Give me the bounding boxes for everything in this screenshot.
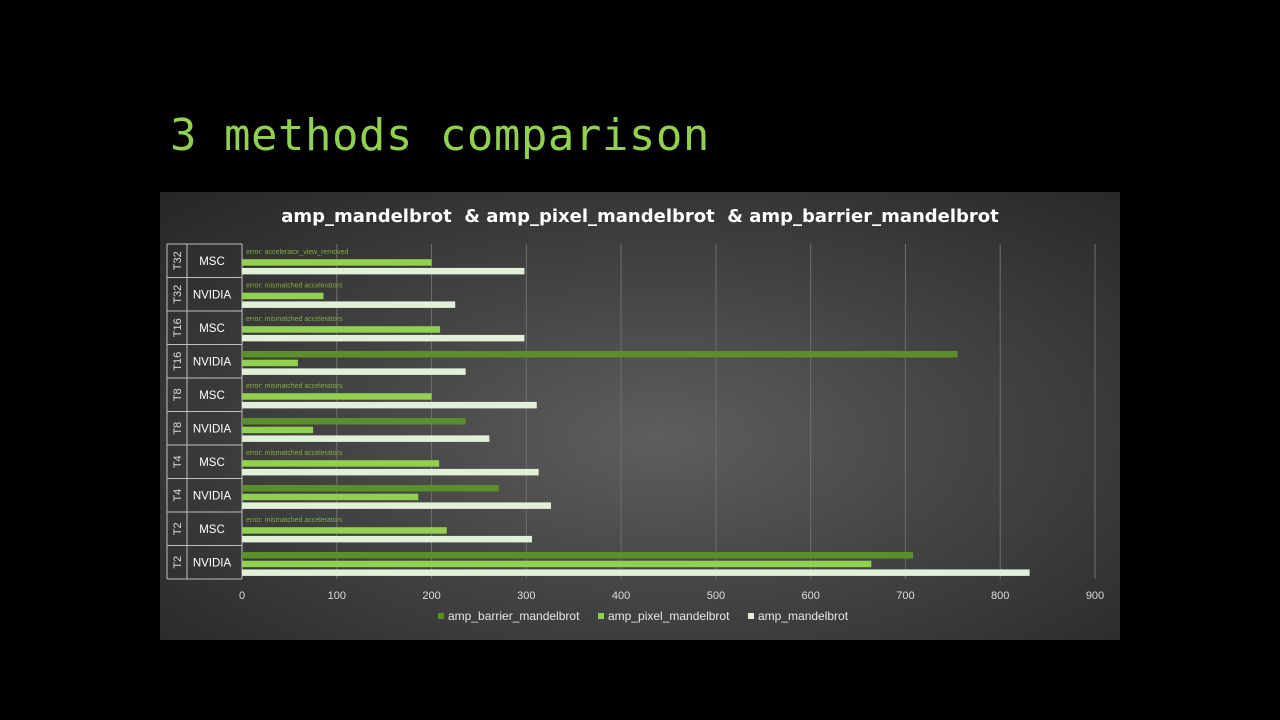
x-tick-label: 700 <box>896 590 914 602</box>
x-tick-label: 200 <box>422 590 440 602</box>
error-annotation: error: mismatched accelerators <box>246 450 343 457</box>
group-label: T8 <box>172 388 184 401</box>
bar-amp-mandelbrot <box>242 301 456 308</box>
error-annotation: error: mismatched accelerators <box>246 283 343 290</box>
bar-amp-pixel-mandelbrot <box>242 527 447 534</box>
category-label: MSC <box>199 457 225 469</box>
group-label: T8 <box>172 422 184 435</box>
error-annotation: error: mismatched accelerators <box>246 316 343 323</box>
bar-amp-mandelbrot <box>242 368 466 375</box>
x-tick-label: 100 <box>328 590 346 602</box>
legend-label: amp_barrier_mandelbrot <box>448 609 580 623</box>
category-label: MSC <box>199 524 225 536</box>
legend-label: amp_mandelbrot <box>758 609 849 623</box>
bar-amp-mandelbrot <box>242 468 539 476</box>
bar-amp-pixel-mandelbrot <box>242 493 419 501</box>
legend-swatch <box>748 613 754 619</box>
group-label: T16 <box>172 352 184 371</box>
category-label: MSC <box>199 390 225 402</box>
x-tick-label: 0 <box>239 590 245 602</box>
error-annotation: error: mismatched accelerators <box>246 383 343 390</box>
x-tick-label: 900 <box>1086 590 1104 602</box>
bar-amp-mandelbrot <box>242 334 525 342</box>
bar-amp-mandelbrot <box>242 401 537 409</box>
chart-title: amp_mandelbrot & amp_pixel_mandelbrot & … <box>281 206 999 227</box>
bar-amp-barrier-mandelbrot <box>242 485 499 492</box>
bar-amp-barrier-mandelbrot <box>242 351 958 358</box>
bar-amp-mandelbrot <box>242 502 551 509</box>
chart-panel: amp_mandelbrot & amp_pixel_mandelbrot & … <box>160 192 1120 640</box>
bar-amp-pixel-mandelbrot <box>242 326 441 333</box>
bar-amp-barrier-mandelbrot <box>242 418 466 425</box>
x-tick-label: 300 <box>517 590 535 602</box>
bar-chart: amp_mandelbrot & amp_pixel_mandelbrot & … <box>166 206 1104 623</box>
group-label: T32 <box>172 251 184 270</box>
x-tick-label: 600 <box>801 590 819 602</box>
error-annotation: error: accelerator_view_removed <box>246 249 348 256</box>
category-label: NVIDIA <box>193 423 232 435</box>
bar-amp-pixel-mandelbrot <box>242 426 314 434</box>
group-label: T16 <box>172 318 184 337</box>
category-label: NVIDIA <box>193 289 232 301</box>
slide-title: 3 methods comparison <box>170 110 710 161</box>
bar-amp-mandelbrot <box>242 569 1030 576</box>
bar-amp-pixel-mandelbrot <box>242 359 298 367</box>
bar-amp-pixel-mandelbrot <box>242 292 324 300</box>
bar-amp-pixel-mandelbrot <box>242 460 440 467</box>
group-label: T2 <box>172 556 184 569</box>
category-label: NVIDIA <box>193 490 232 502</box>
bar-amp-pixel-mandelbrot <box>242 393 432 400</box>
group-label: T2 <box>172 522 184 535</box>
legend-swatch <box>438 613 444 619</box>
x-tick-label: 400 <box>612 590 630 602</box>
x-tick-label: 800 <box>991 590 1009 602</box>
group-label: T4 <box>172 489 184 502</box>
bar-amp-mandelbrot <box>242 535 533 543</box>
category-label: NVIDIA <box>193 557 232 569</box>
group-label: T32 <box>172 285 184 304</box>
bar-amp-mandelbrot <box>242 267 525 275</box>
category-label: NVIDIA <box>193 356 232 368</box>
legend-swatch <box>598 613 604 619</box>
bar-amp-pixel-mandelbrot <box>242 259 432 266</box>
category-label: MSC <box>199 323 225 335</box>
bar-amp-pixel-mandelbrot <box>242 560 872 568</box>
category-label: MSC <box>199 256 225 268</box>
error-annotation: error: mismatched accelerators <box>246 517 343 524</box>
bar-amp-mandelbrot <box>242 435 490 442</box>
legend-label: amp_pixel_mandelbrot <box>608 609 730 623</box>
group-label: T4 <box>172 455 184 468</box>
bar-amp-barrier-mandelbrot <box>242 552 914 559</box>
x-tick-label: 500 <box>707 590 725 602</box>
